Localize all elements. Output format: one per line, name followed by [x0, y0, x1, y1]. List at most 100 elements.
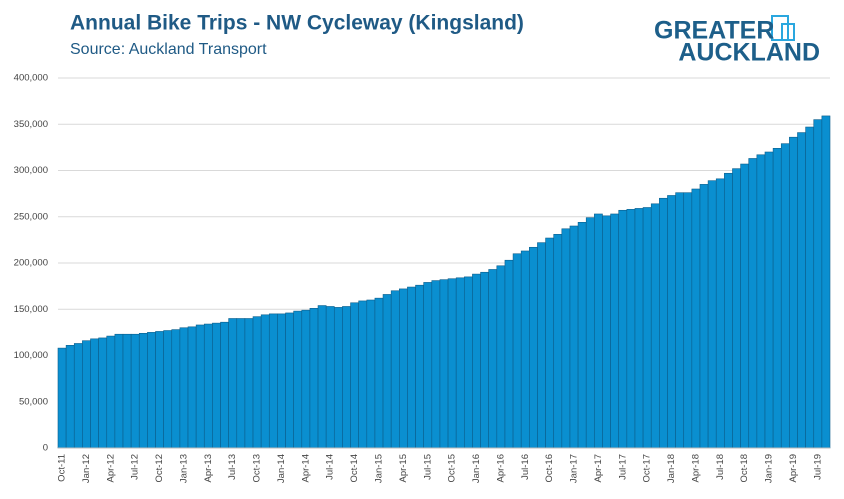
bar [797, 132, 806, 449]
bar [699, 184, 709, 449]
bar [789, 136, 798, 449]
x-tick-label: Apr-14 [300, 454, 311, 483]
bar [252, 316, 262, 449]
x-tick-label: Apr-15 [398, 454, 409, 483]
bar [561, 228, 571, 449]
bar [480, 271, 489, 449]
bar [309, 308, 319, 449]
bar [415, 284, 424, 449]
bar [537, 242, 546, 449]
bar [715, 178, 725, 449]
bar [732, 168, 741, 449]
bar [488, 269, 498, 449]
bar [236, 318, 246, 449]
bar [626, 209, 636, 449]
x-tick-label: Jan-14 [276, 454, 287, 483]
bar [114, 333, 124, 449]
bar [455, 277, 465, 449]
x-tick-label: Jul-13 [227, 454, 238, 480]
bar [439, 279, 449, 449]
bar [545, 237, 555, 449]
x-tick-label: Oct-11 [57, 454, 68, 482]
y-tick-label: 50,000 [19, 396, 48, 407]
x-tick-label: Apr-18 [690, 454, 701, 483]
x-tick-label: Jul-18 [715, 454, 726, 480]
bar [520, 250, 530, 449]
bar [610, 213, 620, 449]
x-tick-label: Apr-19 [788, 454, 799, 483]
bar [277, 313, 286, 449]
bar [155, 331, 164, 449]
bar [805, 126, 815, 449]
bar [748, 158, 758, 449]
bar [691, 188, 701, 449]
bar [529, 246, 538, 449]
bar [358, 300, 368, 449]
bar [659, 197, 668, 449]
logo-text: GREATER [654, 17, 774, 45]
bar [577, 222, 587, 449]
x-tick-label: Jan-19 [764, 454, 775, 483]
bar [821, 115, 831, 449]
bar [301, 309, 311, 449]
bar [57, 347, 67, 449]
bar [98, 337, 108, 449]
bar [203, 323, 213, 449]
bar [122, 333, 132, 449]
bar [179, 327, 189, 449]
x-tick-label: Oct-13 [252, 454, 263, 483]
bar [390, 290, 400, 449]
bar [333, 307, 343, 449]
x-tick-label: Jul-17 [617, 454, 628, 480]
bar [244, 318, 254, 449]
bar [772, 148, 782, 449]
bar [187, 326, 197, 449]
x-tick-label: Oct-18 [739, 454, 750, 483]
y-tick-label: 250,000 [14, 211, 48, 222]
bar [496, 265, 506, 449]
bar [740, 163, 750, 449]
bar [285, 312, 294, 449]
bar [756, 154, 766, 449]
x-tick-label: Jan-15 [374, 454, 385, 483]
x-tick-label: Apr-12 [105, 454, 116, 483]
bar [553, 234, 563, 449]
bar [642, 207, 652, 449]
bar [423, 282, 433, 449]
bar [675, 192, 685, 449]
bar [366, 299, 376, 449]
bar [667, 195, 676, 449]
chart-title: Annual Bike Trips - NW Cycleway (Kingsla… [70, 12, 524, 35]
bar [650, 203, 660, 449]
bar [512, 253, 522, 449]
bar [602, 215, 611, 449]
bar [82, 340, 91, 449]
bar [634, 208, 644, 449]
bar [195, 324, 205, 449]
bar [325, 306, 335, 449]
logo-text: AUCKLAND [678, 39, 820, 67]
bar [138, 332, 148, 449]
bar [585, 217, 595, 449]
x-tick-label: Jan-13 [178, 454, 189, 483]
y-tick-label: 200,000 [14, 258, 48, 269]
logo: GREATER AUCKLAND [654, 15, 820, 67]
y-tick-label: 350,000 [14, 119, 48, 130]
bar [293, 310, 303, 449]
bar [268, 313, 278, 449]
y-tick-label: 400,000 [14, 73, 48, 84]
bar [569, 225, 579, 449]
x-tick-label: Apr-13 [203, 454, 214, 483]
logo-building [771, 15, 789, 41]
bar [350, 302, 359, 449]
y-tick-label: 150,000 [14, 304, 48, 315]
bar [813, 119, 823, 449]
bar [220, 321, 229, 449]
bar [764, 151, 774, 449]
bar [707, 180, 717, 449]
bar [472, 273, 481, 449]
x-tick-label: Apr-16 [495, 454, 506, 483]
x-tick-label: Jan-17 [569, 454, 580, 483]
bar [780, 143, 790, 449]
